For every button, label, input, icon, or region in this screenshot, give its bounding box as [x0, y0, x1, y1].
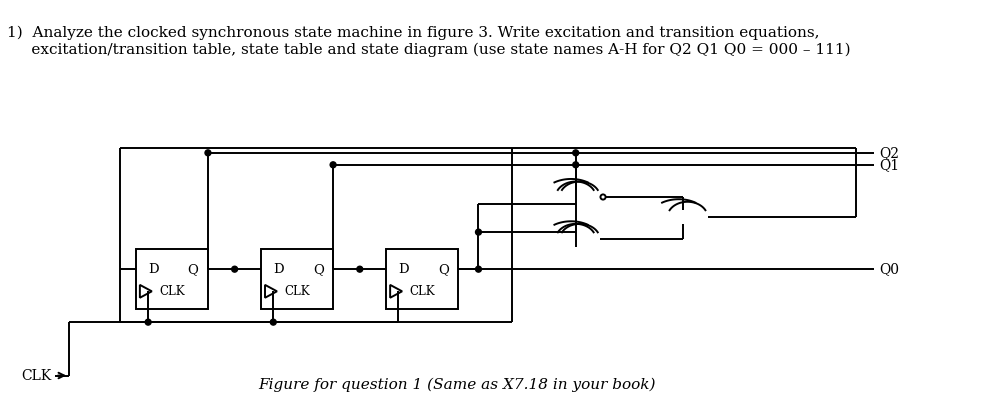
Circle shape: [146, 319, 152, 325]
Text: Figure for question 1 (Same as X7.18 in your book): Figure for question 1 (Same as X7.18 in …: [258, 378, 656, 392]
Text: 1)  Analyze the clocked synchronous state machine in figure 3. Write excitation : 1) Analyze the clocked synchronous state…: [7, 26, 820, 40]
Text: Q2: Q2: [878, 146, 898, 160]
Bar: [137, 249, 208, 309]
Text: CLK: CLK: [284, 285, 310, 298]
Circle shape: [357, 266, 363, 272]
Bar: [387, 249, 459, 309]
Text: Q1: Q1: [878, 158, 899, 172]
Circle shape: [231, 266, 237, 272]
Bar: [261, 249, 333, 309]
Text: Q: Q: [438, 263, 449, 276]
Text: excitation/transition table, state table and state diagram (use state names A-H : excitation/transition table, state table…: [7, 43, 851, 57]
Circle shape: [330, 162, 336, 168]
Text: D: D: [149, 263, 159, 276]
Circle shape: [270, 319, 276, 325]
Text: CLK: CLK: [410, 285, 435, 298]
Circle shape: [476, 229, 482, 235]
Text: Q: Q: [313, 263, 324, 276]
Text: Q: Q: [187, 263, 198, 276]
Circle shape: [573, 150, 578, 156]
Text: D: D: [273, 263, 284, 276]
Text: Q0: Q0: [878, 262, 898, 276]
Circle shape: [573, 162, 578, 168]
Text: CLK: CLK: [160, 285, 184, 298]
Text: CLK: CLK: [21, 369, 52, 382]
Circle shape: [205, 150, 211, 156]
Circle shape: [476, 266, 482, 272]
Text: D: D: [399, 263, 409, 276]
